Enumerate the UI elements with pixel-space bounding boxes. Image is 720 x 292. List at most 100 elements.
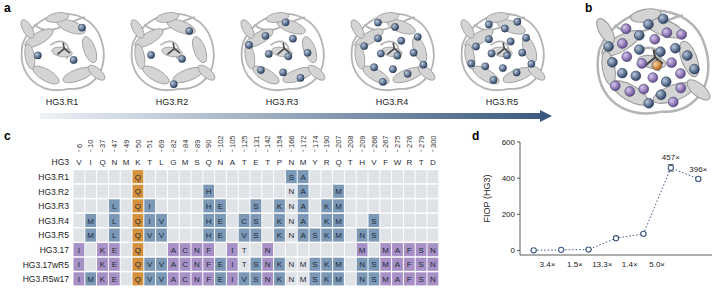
residue: A	[300, 173, 306, 182]
cell	[404, 185, 415, 198]
column-header: 174	[311, 135, 320, 148]
protein-loop	[661, 37, 708, 112]
mutation-sphere	[631, 71, 641, 81]
residue: G	[170, 158, 176, 167]
cell	[262, 229, 273, 242]
cell	[97, 185, 108, 198]
row-label: HG3.R5	[38, 230, 69, 240]
row-label: HG3.17	[40, 245, 70, 255]
cell	[321, 243, 332, 256]
protein-helix	[306, 63, 328, 83]
residue: T	[419, 158, 424, 167]
residue: N	[288, 202, 294, 211]
cell	[404, 214, 415, 227]
cell	[215, 170, 226, 183]
cell	[203, 243, 214, 256]
residue: A	[171, 260, 177, 269]
cell	[97, 199, 108, 212]
cell	[380, 214, 391, 227]
residue: M	[300, 260, 307, 269]
cell	[97, 229, 108, 242]
cell	[239, 229, 250, 242]
residue: S	[418, 275, 423, 284]
cell	[144, 229, 155, 242]
cell	[392, 258, 403, 271]
mutation-sphere	[604, 42, 614, 52]
data-point	[586, 247, 591, 252]
cell	[428, 170, 439, 183]
protein-helix	[250, 63, 282, 88]
residue: S	[253, 202, 258, 211]
cell	[310, 229, 321, 242]
mutation-sphere	[676, 83, 686, 93]
cell	[428, 199, 439, 212]
cell	[369, 185, 380, 198]
residue: T	[242, 158, 247, 167]
cell	[239, 243, 250, 256]
mutation-sphere	[186, 27, 193, 34]
cell	[286, 214, 297, 227]
residue: S	[371, 275, 376, 284]
residue: K	[100, 260, 106, 269]
cell	[203, 272, 214, 285]
residue: S	[253, 231, 258, 240]
column-tick	[137, 150, 138, 153]
cell	[333, 243, 344, 256]
cell	[321, 199, 332, 212]
column-header: 82	[169, 140, 178, 148]
y-axis-title: FIOP (HG3)	[482, 175, 492, 223]
residue: S	[289, 173, 294, 182]
cell	[321, 170, 332, 183]
data-point	[696, 176, 701, 181]
column-tick	[161, 150, 162, 153]
cell	[286, 272, 297, 285]
residue: S	[253, 217, 258, 226]
row-label: HG3.R1	[38, 172, 69, 182]
column-header: 207	[334, 135, 343, 148]
cell	[85, 243, 96, 256]
cell	[369, 170, 380, 183]
data-point	[613, 236, 618, 241]
residue: M	[382, 275, 389, 284]
mutation-sphere	[262, 32, 269, 39]
cell	[109, 214, 120, 227]
data-point	[668, 165, 673, 170]
residue: K	[100, 246, 106, 255]
cell	[404, 258, 415, 271]
column-tick	[126, 150, 127, 153]
cell	[380, 272, 391, 285]
cell	[133, 258, 144, 271]
residue: A	[300, 202, 306, 211]
residue: V	[147, 231, 153, 240]
residue: E	[218, 275, 223, 284]
evolution-arrow	[40, 110, 552, 122]
cell	[333, 229, 344, 242]
cell	[192, 170, 203, 183]
column-tick	[303, 150, 304, 153]
column-tick	[173, 150, 174, 153]
residue: H	[359, 158, 365, 167]
cell	[168, 214, 179, 227]
cell	[310, 185, 321, 198]
cell	[156, 272, 167, 285]
protein-helix	[676, 39, 703, 79]
column-header: 276	[405, 135, 414, 148]
cell	[227, 272, 238, 285]
cell	[109, 185, 120, 198]
residue: F	[383, 158, 388, 167]
residue: A	[300, 231, 306, 240]
column-header: 154	[275, 135, 284, 148]
cell	[133, 170, 144, 183]
column-tick	[362, 150, 363, 153]
cell	[215, 214, 226, 227]
cell	[180, 170, 191, 183]
residue: M	[335, 217, 342, 226]
cell	[133, 214, 144, 227]
cell	[345, 229, 356, 242]
mutation-sphere	[394, 52, 401, 59]
residue: V	[241, 275, 247, 284]
cell	[192, 258, 203, 271]
cell	[85, 258, 96, 271]
residue: N	[194, 260, 200, 269]
residue: E	[253, 158, 258, 167]
